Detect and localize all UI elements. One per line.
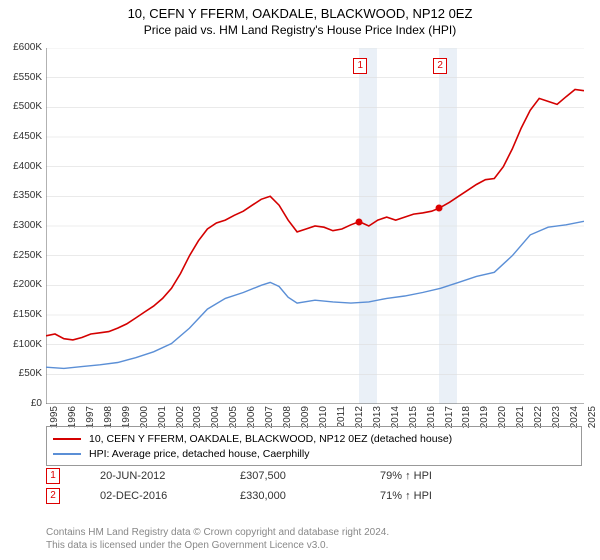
y-tick-label: £600K bbox=[2, 42, 42, 53]
footer-line: Contains HM Land Registry data © Crown c… bbox=[46, 526, 389, 539]
sale-vs-hpi: 79% ↑ HPI bbox=[380, 470, 480, 482]
y-tick-label: £100K bbox=[2, 339, 42, 350]
y-tick-label: £250K bbox=[2, 250, 42, 261]
y-tick-label: £200K bbox=[2, 279, 42, 290]
y-tick-label: £150K bbox=[2, 309, 42, 320]
sale-marker-label: 1 bbox=[353, 58, 367, 74]
y-tick-label: £450K bbox=[2, 131, 42, 142]
legend-swatch bbox=[53, 453, 81, 455]
y-tick-label: £350K bbox=[2, 190, 42, 201]
y-tick-label: £400K bbox=[2, 161, 42, 172]
sale-price: £307,500 bbox=[240, 470, 340, 482]
sale-price: £330,000 bbox=[240, 490, 340, 502]
sale-dot-icon bbox=[436, 205, 443, 212]
sale-marker-icon: 2 bbox=[46, 488, 60, 504]
legend-label: HPI: Average price, detached house, Caer… bbox=[89, 448, 309, 460]
y-tick-label: £50K bbox=[2, 368, 42, 379]
sale-marker-icon: 1 bbox=[46, 468, 60, 484]
footer: Contains HM Land Registry data © Crown c… bbox=[46, 526, 389, 552]
x-tick-label: 2025 bbox=[587, 406, 598, 436]
legend-item: 10, CEFN Y FFERM, OAKDALE, BLACKWOOD, NP… bbox=[53, 431, 575, 446]
sale-date: 20-JUN-2012 bbox=[100, 470, 200, 482]
sales-table: 1 20-JUN-2012 £307,500 79% ↑ HPI 2 02-DE… bbox=[46, 466, 480, 506]
legend: 10, CEFN Y FFERM, OAKDALE, BLACKWOOD, NP… bbox=[46, 426, 582, 466]
y-tick-label: £0 bbox=[2, 398, 42, 409]
sale-vs-hpi: 71% ↑ HPI bbox=[380, 490, 480, 502]
page-subtitle: Price paid vs. HM Land Registry's House … bbox=[0, 21, 600, 37]
y-tick-label: £550K bbox=[2, 72, 42, 83]
legend-label: 10, CEFN Y FFERM, OAKDALE, BLACKWOOD, NP… bbox=[89, 433, 452, 445]
sale-marker-label: 2 bbox=[433, 58, 447, 74]
page-title: 10, CEFN Y FFERM, OAKDALE, BLACKWOOD, NP… bbox=[0, 0, 600, 21]
y-tick-label: £500K bbox=[2, 101, 42, 112]
footer-line: This data is licensed under the Open Gov… bbox=[46, 539, 389, 552]
sale-dot-icon bbox=[356, 218, 363, 225]
legend-item: HPI: Average price, detached house, Caer… bbox=[53, 446, 575, 461]
y-tick-label: £300K bbox=[2, 220, 42, 231]
table-row: 2 02-DEC-2016 £330,000 71% ↑ HPI bbox=[46, 486, 480, 506]
chart-area: 12 bbox=[46, 48, 584, 404]
legend-swatch bbox=[53, 438, 81, 440]
table-row: 1 20-JUN-2012 £307,500 79% ↑ HPI bbox=[46, 466, 480, 486]
sale-date: 02-DEC-2016 bbox=[100, 490, 200, 502]
